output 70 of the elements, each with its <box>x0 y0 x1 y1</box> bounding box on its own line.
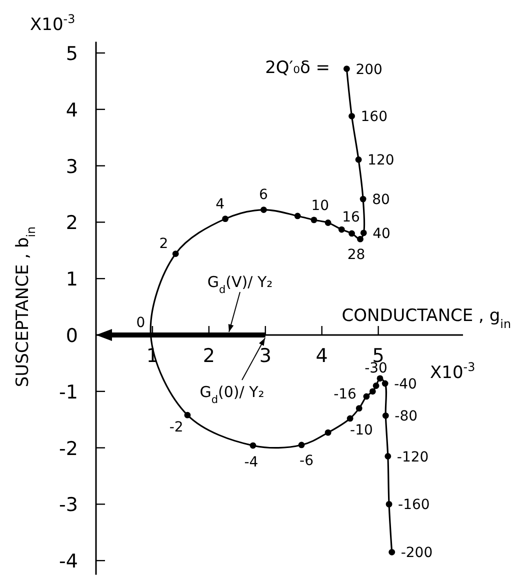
point <box>356 405 362 412</box>
x-tick-label: 4 <box>316 344 328 367</box>
point <box>376 375 384 382</box>
y-tick-label: -2 <box>59 438 78 460</box>
annotation: -160 <box>398 497 430 514</box>
x-tick-label: 3 <box>259 344 272 367</box>
point <box>384 453 392 460</box>
x-tick-label: 2 <box>202 344 215 367</box>
annotation: 40 <box>372 226 390 242</box>
point <box>324 429 332 436</box>
y-tick-label: 4 <box>66 99 78 122</box>
annotation: -10 <box>350 422 373 439</box>
point <box>338 226 345 233</box>
annotation: -40 <box>394 376 417 392</box>
annotation: 160 <box>360 109 388 126</box>
point <box>369 388 376 395</box>
point <box>355 156 362 163</box>
point <box>348 230 355 237</box>
point <box>386 500 392 508</box>
y-tick-label: 1 <box>66 268 78 291</box>
annotation: -2 <box>169 420 184 436</box>
point <box>382 380 388 387</box>
annotation: 80 <box>372 192 390 208</box>
point <box>372 382 380 389</box>
annotation: -200 <box>400 545 433 562</box>
annotation: -4 <box>244 454 258 470</box>
point <box>294 212 301 220</box>
annotation: 2 <box>159 236 168 252</box>
point <box>388 548 396 556</box>
point <box>343 66 350 72</box>
x-axis-title: CONDUCTANCE , g$_{in}$ <box>342 306 511 331</box>
point <box>360 230 367 236</box>
annotation: 10 <box>311 198 330 214</box>
point <box>184 412 191 418</box>
annotation: 28 <box>347 247 366 264</box>
annotation: G$_{d}$(0)/ Y₂ <box>200 383 264 406</box>
point <box>324 220 332 226</box>
annotation: 0 <box>136 314 146 331</box>
point <box>250 442 256 449</box>
point <box>222 216 228 222</box>
y-tick-label: 2 <box>66 212 78 234</box>
y-tick-label: -4 <box>59 550 78 573</box>
annotation: 120 <box>368 152 394 169</box>
annotation: 6 <box>259 186 268 203</box>
point <box>298 442 305 448</box>
text: X10$^{-3}$ <box>30 12 76 35</box>
point <box>382 412 389 419</box>
point <box>363 393 370 400</box>
annotation: 200 <box>356 62 382 78</box>
annotation: -6 <box>300 453 314 470</box>
y-tick-label: -3 <box>59 494 78 516</box>
annotation: X10$^{-3}$ <box>430 360 476 383</box>
annotation: -80 <box>394 408 418 425</box>
y-tick-label: 5 <box>66 42 78 65</box>
annotation: 2Q′₀δ = <box>265 58 330 78</box>
y-tick-label: -1 <box>59 381 78 404</box>
point <box>348 112 355 120</box>
point <box>360 196 366 202</box>
point <box>260 206 267 213</box>
annotation: 16 <box>342 210 360 226</box>
point <box>172 250 179 257</box>
y-tick-label: 0 <box>66 324 78 347</box>
y-tick-label: 3 <box>66 156 78 178</box>
annotation: G$_{d}$(V)/ Y₂ <box>207 273 273 296</box>
annotation: -16 <box>334 386 357 402</box>
annotation: 4 <box>216 196 225 213</box>
annotation: -120 <box>396 449 429 466</box>
point <box>357 236 364 242</box>
point <box>310 216 318 224</box>
point <box>346 415 354 422</box>
